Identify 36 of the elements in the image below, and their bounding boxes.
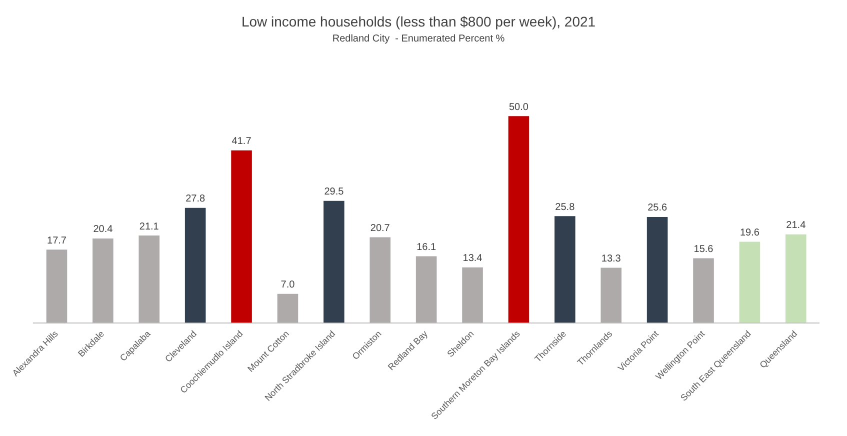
- bar: [416, 256, 437, 323]
- bar: [231, 150, 252, 323]
- bar: [462, 267, 483, 323]
- data-label: 27.8: [186, 194, 206, 205]
- bar: [138, 236, 160, 323]
- chart-subtitle: Redland City - Enumerated Percent %: [332, 34, 505, 45]
- data-label: 20.7: [370, 222, 390, 234]
- data-label: 41.7: [232, 136, 252, 148]
- bar: [184, 208, 206, 323]
- data-label: 20.4: [93, 224, 114, 236]
- bar: [554, 216, 576, 323]
- bar: [693, 258, 714, 323]
- data-label: 16.1: [416, 242, 436, 253]
- data-label: 19.6: [740, 228, 760, 239]
- data-label: 17.7: [47, 235, 67, 246]
- data-label: 21.4: [786, 220, 806, 232]
- data-label: 13.3: [601, 254, 622, 265]
- data-label: 29.5: [324, 186, 344, 198]
- chart-title: Low income households (less than $800 per week), 2021: [241, 13, 596, 30]
- bar: [600, 268, 622, 323]
- bar: [92, 238, 114, 323]
- data-label: 7.0: [280, 280, 296, 291]
- data-label: 50.0: [508, 102, 529, 113]
- data-label: 21.1: [139, 221, 160, 232]
- data-label: 25.8: [555, 202, 576, 213]
- bar: [324, 200, 344, 323]
- bar: [786, 234, 806, 323]
- data-label: 13.4: [462, 253, 483, 264]
- bar: [508, 116, 530, 323]
- bar: [646, 216, 668, 323]
- bar: [46, 250, 68, 323]
- bar: [739, 242, 760, 323]
- data-label: 15.6: [694, 244, 714, 256]
- bar: [277, 294, 298, 323]
- bar: [370, 237, 391, 323]
- data-label: 25.6: [648, 202, 668, 214]
